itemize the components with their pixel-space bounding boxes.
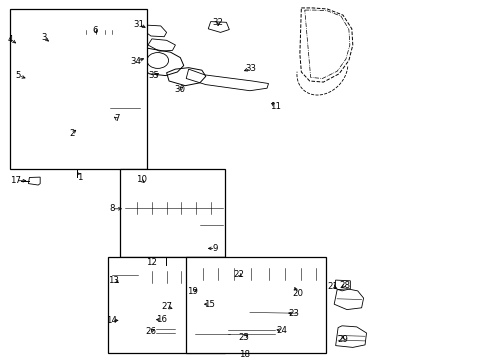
Text: 22: 22 [234,270,245,279]
Text: 18: 18 [240,350,250,359]
Text: 34: 34 [131,57,142,66]
Text: 10: 10 [136,175,147,184]
Text: 20: 20 [293,289,303,298]
Text: 28: 28 [339,281,350,289]
Text: 14: 14 [106,316,117,325]
Text: 19: 19 [187,287,198,296]
Text: 32: 32 [213,18,223,27]
Text: 5: 5 [16,71,22,80]
Bar [10,9,147,169]
Text: 1: 1 [77,173,83,181]
Text: 12: 12 [147,258,157,266]
Text: 26: 26 [145,327,156,336]
Text: 15: 15 [204,300,215,309]
Text: 33: 33 [245,64,256,73]
Text: 23: 23 [289,309,299,318]
Text: 31: 31 [133,20,144,29]
Text: 9: 9 [213,244,218,253]
Text: 30: 30 [175,85,186,94]
Text: 8: 8 [109,204,115,213]
Bar [108,257,225,353]
Text: 21: 21 [328,282,339,291]
Text: 6: 6 [93,26,98,35]
Text: 17: 17 [10,176,21,185]
Bar [120,169,225,257]
Text: 7: 7 [114,114,120,123]
Text: 35: 35 [149,71,160,80]
Text: 3: 3 [41,33,47,42]
Text: 29: 29 [338,335,348,344]
Text: 27: 27 [161,302,172,311]
Text: 25: 25 [239,333,249,342]
Polygon shape [79,30,117,35]
Text: 11: 11 [270,102,281,111]
Text: 16: 16 [156,315,167,324]
Text: 4: 4 [8,35,14,44]
Text: 24: 24 [276,326,287,335]
Text: 13: 13 [108,276,119,284]
Bar [186,257,326,353]
Text: 2: 2 [70,129,75,138]
